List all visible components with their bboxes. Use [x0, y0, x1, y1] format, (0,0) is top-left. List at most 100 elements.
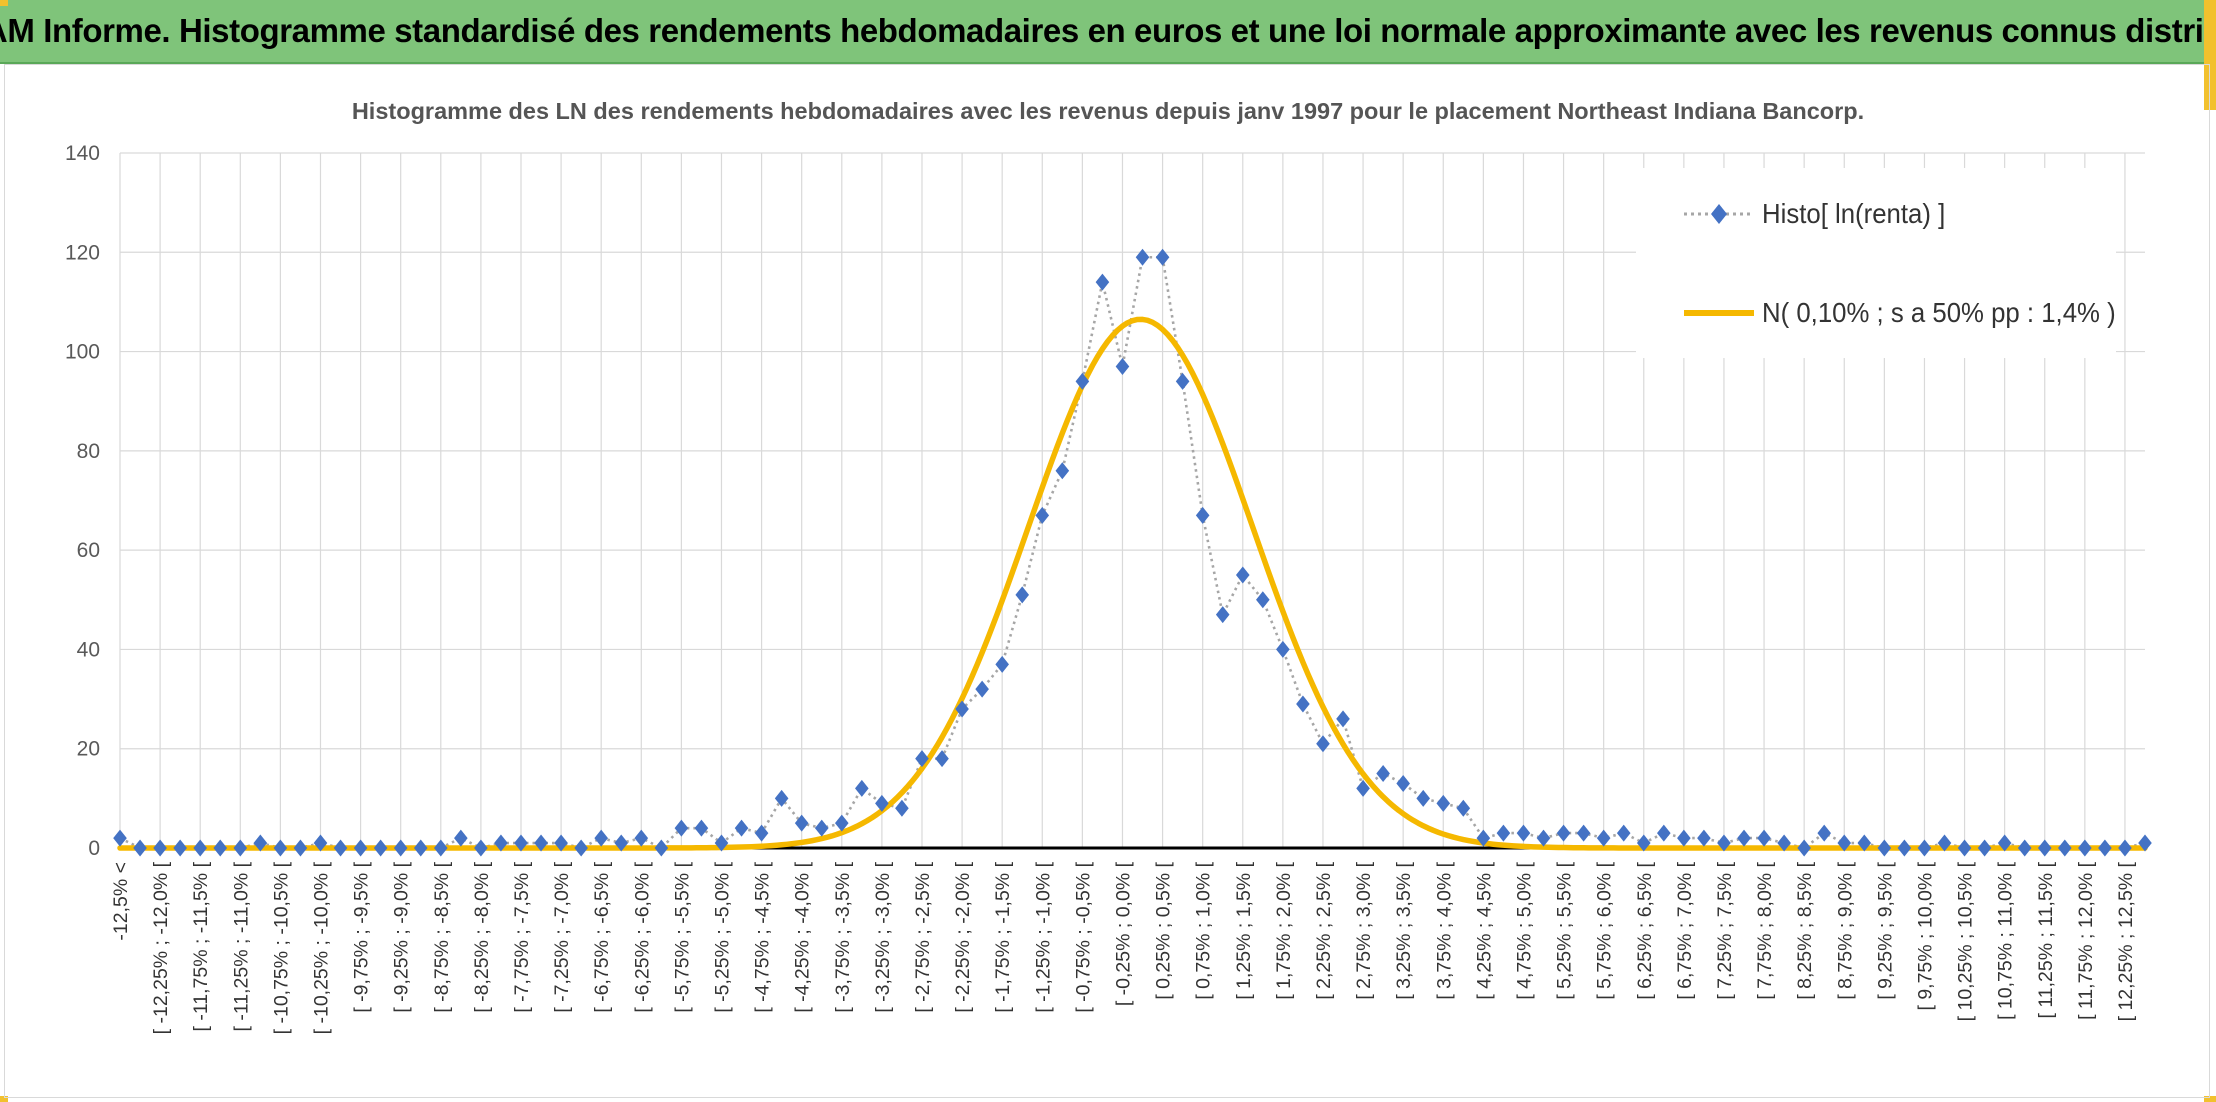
histo-point	[1496, 824, 1511, 842]
histo-point	[694, 819, 709, 837]
histo-point	[1135, 248, 1150, 266]
histo-point	[333, 839, 348, 857]
histo-point	[1917, 839, 1932, 857]
x-tick-label: [ 6,25% ; 6,5% [	[1634, 861, 1656, 999]
histo-point	[1155, 248, 1170, 266]
x-axis-tick-labels: -12,5% < [ -12,25% ; -12,0% [[ -11,75% ; …	[110, 861, 2137, 1034]
y-tick-label: 0	[88, 837, 100, 860]
histo-point	[1997, 834, 2012, 852]
histo-point	[1336, 710, 1350, 728]
legend-item-histo[interactable]: Histo[ ln(renta) ]	[1684, 194, 1961, 234]
histo-point	[1977, 839, 1992, 857]
series-normal-curve	[113, 248, 2152, 857]
histo-point	[995, 655, 1009, 673]
histo-point	[253, 834, 268, 852]
histo-point	[1296, 695, 1310, 713]
histo-point	[754, 824, 769, 842]
x-tick-label: -12,5% <	[110, 862, 132, 941]
corner-accent-right	[2204, 0, 2216, 110]
histo-point	[1817, 824, 1832, 842]
x-tick-label: [ -9,75% ; -9,5% [	[351, 861, 373, 1012]
legend-item-normal[interactable]: N( 0,10% ; s a 50% pp : 1,4% )	[1681, 293, 2146, 333]
histo-point	[614, 834, 629, 852]
x-tick-label: [ 9,75% ; 10,0% [	[1914, 861, 1936, 1010]
histo-point	[734, 819, 749, 837]
histo-point	[1757, 829, 1771, 847]
histo-point	[413, 839, 428, 857]
histo-point	[554, 834, 568, 852]
histo-point	[454, 829, 468, 847]
x-tick-label: [ -2,75% ; -2,5% [	[912, 861, 934, 1012]
histo-point	[935, 750, 949, 768]
legend-label-normal: N( 0,10% ; s a 50% pp : 1,4% )	[1762, 297, 2116, 328]
histo-point	[313, 834, 328, 852]
x-tick-label: [ 5,75% ; 6,0% [	[1594, 861, 1616, 999]
histo-point	[1175, 372, 1190, 390]
legend-label-histo: Histo[ ln(renta) ]	[1762, 198, 1946, 229]
histo-point	[1957, 839, 1972, 857]
histo-point	[975, 680, 989, 698]
x-tick-label: [ -4,75% ; -4,5% [	[752, 861, 774, 1012]
histo-point	[1015, 586, 1030, 604]
histo-point	[1436, 794, 1451, 812]
histo-point	[1316, 735, 1330, 753]
histo-point	[895, 799, 909, 817]
histo-point	[1576, 824, 1591, 842]
histo-point	[1717, 834, 1731, 852]
report-banner: ADAM Informe. Histogramme standardisé de…	[0, 0, 2216, 64]
x-tick-label: [ -10,75% ; -10,5% [	[270, 861, 292, 1034]
normal-curve-line	[117, 316, 2148, 851]
histo-point	[915, 750, 929, 768]
histo-point	[1396, 774, 1410, 792]
histo-point	[2078, 839, 2092, 857]
histo-point	[2017, 839, 2032, 857]
histo-point	[1095, 273, 1110, 291]
x-tick-label: [ 2,25% ; 2,5% [	[1313, 861, 1335, 999]
histo-point	[1657, 824, 1671, 842]
y-tick-label: 60	[77, 539, 100, 562]
x-tick-label: [ 6,75% ; 7,0% [	[1674, 861, 1696, 999]
histo-point	[714, 834, 729, 852]
y-tick-label: 140	[65, 142, 100, 165]
chart-title: Histogramme des LN des rendements hebdom…	[352, 98, 1864, 124]
x-tick-label: [ -2,25% ; -2,0% [	[952, 861, 974, 1012]
histo-point	[2118, 839, 2132, 857]
histo-point	[1195, 506, 1210, 524]
histo-point	[1596, 829, 1611, 847]
histo-point	[494, 834, 508, 852]
histo-point	[1857, 834, 1872, 852]
histo-point	[1456, 799, 1471, 817]
corner-accent-left	[0, 0, 8, 6]
histo-point	[233, 839, 248, 857]
histo-point	[1055, 462, 1070, 480]
x-tick-label: [ -8,75% ; -8,5% [	[431, 861, 453, 1012]
histo-point	[133, 839, 147, 857]
histo-point	[794, 814, 809, 832]
y-tick-label: 100	[65, 341, 100, 364]
histo-point	[113, 829, 127, 847]
histo-point	[373, 839, 388, 857]
x-tick-label: [ -6,25% ; -6,0% [	[631, 861, 653, 1012]
histo-point	[955, 700, 969, 718]
histo-point	[2037, 839, 2052, 857]
histo-point	[1215, 606, 1230, 624]
x-tick-label: [ -0,75% ; -0,5% [	[1072, 861, 1094, 1012]
x-tick-label: [ -7,75% ; -7,5% [	[511, 861, 533, 1012]
x-tick-label: [ -5,75% ; -5,5% [	[671, 861, 693, 1012]
y-tick-label: 80	[77, 440, 100, 463]
x-tick-label: [ 4,25% ; 4,5% [	[1473, 861, 1495, 999]
report-title: ADAM Informe. Histogramme standardisé de…	[0, 12, 2216, 49]
histo-point	[1737, 829, 1751, 847]
histo-point	[1256, 591, 1270, 609]
histo-point	[393, 839, 408, 857]
histo-point	[1376, 765, 1390, 783]
x-tick-label: [ -1,25% ; -1,0% [	[1032, 861, 1054, 1012]
x-tick-label: [ 4,75% ; 5,0% [	[1513, 861, 1535, 999]
histo-point	[1536, 829, 1551, 847]
histo-point	[1235, 566, 1250, 584]
x-tick-label: [ 11,25% ; 11,5% [	[2035, 861, 2057, 1018]
histo-point	[2138, 834, 2152, 852]
legend-line-icon	[1681, 293, 1757, 333]
chart-frame	[4, 64, 2210, 1098]
